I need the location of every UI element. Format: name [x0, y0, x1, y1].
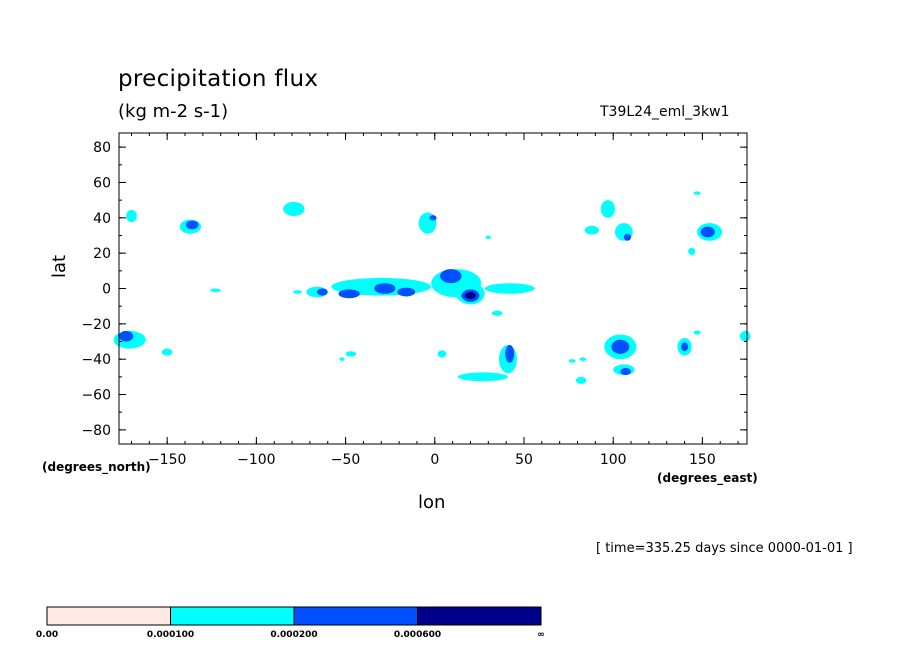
chart-title: precipitation flux — [118, 66, 319, 92]
precip-region-level-1 — [584, 225, 599, 235]
precip-region-level-1 — [579, 357, 587, 361]
colorbar-label: 0.000100 — [146, 630, 195, 640]
precip-region-level-2 — [505, 345, 515, 363]
precip-region-level-2 — [611, 339, 630, 354]
precip-region-level-1 — [600, 200, 615, 218]
plot-frame — [118, 132, 748, 445]
precip-region-level-1 — [126, 209, 137, 223]
x-tick-label: −150 — [148, 452, 186, 468]
precip-region-level-2 — [185, 220, 199, 230]
precip-region-level-2 — [429, 215, 437, 221]
y-tick-label: 20 — [93, 246, 111, 262]
x-tick-label: −100 — [237, 452, 275, 468]
timestamp-label: [ time=335.25 days since 0000-01-01 ] — [596, 541, 853, 556]
y-tick-label: 0 — [102, 282, 111, 298]
precip-region-level-1 — [283, 201, 305, 217]
y-tick-label: −80 — [81, 423, 111, 439]
precip-region-level-1 — [484, 283, 535, 294]
y-tick-label: −60 — [81, 388, 111, 404]
y-tick-label: 60 — [93, 175, 111, 191]
precip-region-level-2 — [620, 368, 632, 376]
precip-region-level-2 — [440, 269, 462, 284]
x-tick-label: 50 — [515, 452, 533, 468]
precip-region-level-2 — [317, 288, 328, 296]
colorbar-swatch — [170, 606, 295, 626]
precip-region-level-1 — [568, 359, 576, 363]
precip-region-level-2 — [397, 287, 416, 297]
precip-region-level-2 — [338, 289, 360, 299]
colorbar-swatch — [293, 606, 418, 626]
x-axis-units: (degrees_east) — [657, 471, 758, 485]
x-tick-label: 100 — [600, 452, 627, 468]
x-tick-label: 0 — [430, 452, 439, 468]
precip-region-level-1 — [345, 351, 357, 357]
precip-region-level-2 — [680, 342, 689, 352]
precip-region-level-2 — [623, 233, 632, 241]
precip-region-level-1 — [292, 290, 302, 294]
colorbar-swatch — [46, 606, 171, 626]
x-axis-label: lon — [418, 492, 446, 513]
precip-region-level-1 — [457, 372, 508, 382]
colorbar-label: 0.00 — [35, 630, 59, 640]
precip-region-level-1 — [739, 330, 751, 342]
y-tick-label: −20 — [81, 317, 111, 333]
precip-region-level-1 — [575, 376, 587, 384]
precip-region-level-1 — [339, 357, 345, 361]
precip-region-level-1 — [485, 235, 491, 240]
precip-region-level-1 — [693, 330, 701, 335]
precip-region-level-2 — [374, 283, 396, 294]
x-tick-label: −50 — [331, 452, 361, 468]
precip-region-level-2 — [119, 330, 134, 342]
precip-region-level-1 — [437, 350, 447, 358]
precip-region-level-1 — [688, 247, 696, 255]
precip-region-level-2 — [700, 226, 715, 238]
precip-region-level-1 — [161, 348, 173, 356]
run-name: T39L24_eml_3kw1 — [600, 104, 730, 120]
colorbar-label: 0.000200 — [270, 630, 318, 640]
colorbar-swatch — [417, 606, 542, 626]
precip-region-level-3 — [465, 292, 476, 300]
colorbar-label: 0.000600 — [393, 630, 442, 640]
precip-region-level-1 — [491, 310, 503, 316]
chart-units: (kg m-2 s-1) — [118, 101, 229, 122]
y-tick-label: 40 — [93, 211, 111, 227]
precip-region-level-1 — [693, 191, 701, 195]
y-axis-units: (degrees_north) — [42, 460, 151, 474]
y-tick-label: −40 — [81, 352, 111, 368]
precip-region-level-1 — [209, 288, 221, 293]
y-tick-label: 80 — [93, 140, 111, 156]
x-tick-label: 150 — [689, 452, 716, 468]
colorbar-label: ∞ — [537, 630, 545, 640]
